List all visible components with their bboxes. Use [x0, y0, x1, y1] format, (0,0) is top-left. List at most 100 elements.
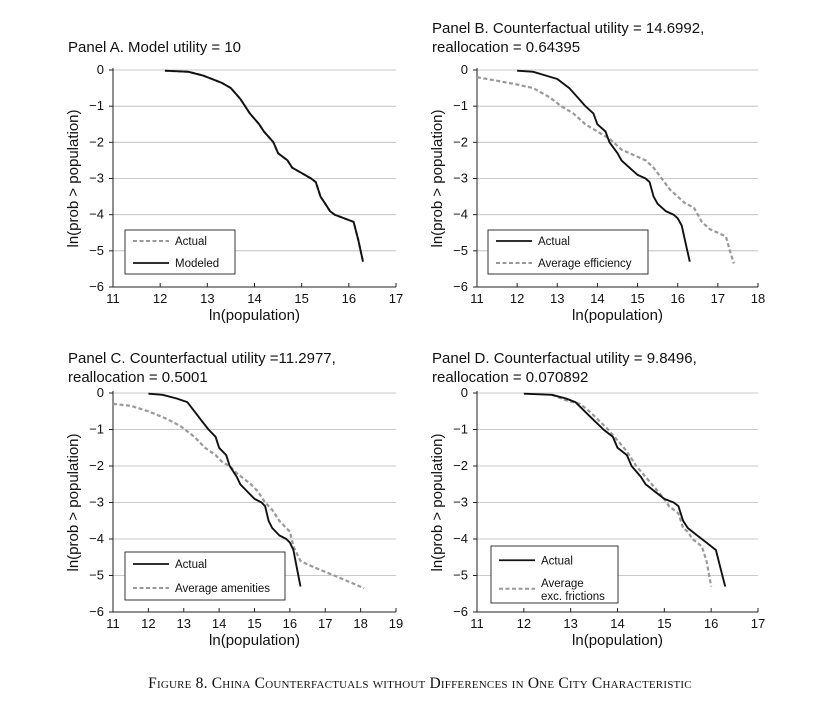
panel-d-legend: Actual Average exc. frictions: [490, 545, 619, 604]
panel-b-y-axis-label: ln(prob > population): [429, 109, 446, 247]
panel-d-legend-box: [490, 545, 619, 604]
panel-b-y-tick-label: −6: [453, 279, 468, 294]
panel-c-y-tick-label: −4: [89, 531, 104, 546]
panel-b-x-tick-label: 13: [550, 291, 564, 306]
panel-d-legend-label: Actual: [541, 555, 573, 567]
panel-c-legend-label: Average amenities: [175, 583, 270, 595]
panel-d-x-tick-label: 14: [610, 616, 624, 631]
panel-b-legend-label: Average efficiency: [538, 258, 632, 270]
panel-c-title-text: Panel C. Counterfactual utility =11.2977…: [68, 350, 336, 386]
figure-caption: Figure 8. China Counterfactuals without …: [148, 675, 692, 692]
panel-b-x-tick-label: 12: [510, 291, 524, 306]
panel-a-x-tick-label: 11: [106, 291, 120, 306]
panel-d-legend-label: Average exc. frictions: [541, 578, 605, 603]
panel-c-y-tick-label: −2: [89, 458, 104, 473]
panel-b-title: Panel B. Counterfactual utility = 14.699…: [432, 19, 772, 57]
panel-a-legend-label: Actual: [175, 236, 207, 248]
panel-c-y-tick-label: −5: [89, 568, 104, 583]
panel-a-x-tick-label: 14: [247, 291, 261, 306]
panel-d-x-tick-label: 16: [704, 616, 718, 631]
panel-b-y-tick-label: −2: [453, 134, 468, 149]
panel-b-series-actual: [517, 69, 691, 262]
panel-b-x-tick-label: 16: [670, 291, 684, 306]
panel-c-series-actual: [148, 392, 302, 587]
panel-a-series-modeled: [164, 69, 364, 262]
panel-c-x-tick-label: 14: [212, 616, 226, 631]
panel-a-y-axis-label: ln(prob > population): [65, 109, 82, 247]
panel-c-x-tick-label: 13: [177, 616, 191, 631]
panel-a-title: Panel A. Model utility = 10: [68, 38, 241, 57]
panel-a-y-tick-label: −4: [89, 207, 104, 222]
panel-c-legend-label: Actual: [175, 559, 207, 571]
panel-d-y-tick-label: −3: [453, 495, 468, 510]
panel-b-y-tick-label: −3: [453, 171, 468, 186]
panel-a-legend-label: Modeled: [175, 258, 219, 270]
panel-a-y-tick-label: −2: [89, 134, 104, 149]
panel-b-y-tick-label: −5: [453, 243, 468, 258]
panel-d-x-tick-label: 17: [751, 616, 765, 631]
panel-d-series-actual: [523, 392, 727, 587]
panel-a-y-tick-label: −3: [89, 171, 104, 186]
panel-a-x-tick-label: 13: [200, 291, 214, 306]
panel-d-y-tick-label: 0: [461, 385, 468, 400]
panel-b-x-axis-label: ln(population): [572, 307, 663, 324]
panel-c-x-tick-label: 16: [283, 616, 297, 631]
panel-c-x-axis-label: ln(population): [209, 632, 300, 649]
panel-b-series-average-efficiency: [476, 76, 735, 264]
panel-d-y-tick-label: −6: [453, 604, 468, 619]
panel-b-y-tick-label: 0: [461, 62, 468, 77]
panel-a-x-tick-label: 16: [342, 291, 356, 306]
panel-d-y-tick-label: −1: [453, 422, 468, 437]
panel-d-x-tick-label: 15: [657, 616, 671, 631]
panel-c-y-axis-label: ln(prob > population): [65, 433, 82, 571]
panel-c-title: Panel C. Counterfactual utility =11.2977…: [68, 349, 368, 387]
panel-c-x-tick-label: 12: [141, 616, 155, 631]
panel-d-y-tick-label: −2: [453, 458, 468, 473]
panel-c-x-tick-label: 19: [389, 616, 403, 631]
panel-c-x-tick-label: 18: [353, 616, 367, 631]
chart-canvas: 0−1−2−3−4−5−611 12 13 14 15 16 17ln(population…: [65, 62, 765, 649]
panel-d-x-tick-label: 11: [470, 616, 484, 631]
panel-b-legend-box: [487, 229, 649, 275]
panel-d-y-tick-label: −4: [453, 531, 468, 546]
panel-c-series-average-amenities: [112, 402, 365, 590]
panel-a-x-tick-label: 17: [389, 291, 403, 306]
panel-d: 0 −1 −2 −3 −4 −5 −611 12 13 14 15 16 17 ln(population…: [429, 385, 765, 649]
panel-c-y-tick-label: −6: [89, 604, 104, 619]
panel-a-y-tick-label: −6: [89, 279, 104, 294]
panel-b-y-tick-label: −4: [453, 207, 468, 222]
panel-d-title: Panel D. Counterfactual utility = 9.8496…: [432, 349, 732, 387]
panel-b-x-tick-label: 11: [470, 291, 484, 306]
panel-a: 0 −1 −2 −3 −4 −5 −611 12 13 14 15 16 17 ln(population…: [65, 62, 403, 324]
panel-c-x-tick-label: 15: [247, 616, 261, 631]
panel-a-x-tick-label: 12: [153, 291, 167, 306]
panel-c-x-tick-label: 11: [106, 616, 120, 631]
panel-a-y-tick-label: 0: [97, 62, 104, 77]
panel-a-legend-box: [124, 229, 236, 275]
panel-a-title-text: Panel A. Model utility = 10: [68, 39, 242, 56]
panel-c-legend-box: [124, 551, 286, 601]
panel-a-y-tick-label: −1: [89, 98, 104, 113]
panel-a-y-tick-label: −5: [89, 243, 104, 258]
panel-c-legend: Actual Average amenities: [124, 551, 286, 601]
panel-b-x-tick-label: 17: [711, 291, 725, 306]
panel-c: 0 −1 −2 −3 −4 −5 −611 12 13 14 15 16 17 18 19 ln(popula…: [65, 385, 403, 649]
panel-d-y-axis-label: ln(prob > population): [429, 433, 446, 571]
panel-d-y-tick-label: −5: [453, 568, 468, 583]
panel-d-title-text: Panel D. Counterfactual utility = 9.8496…: [432, 350, 697, 386]
panel-a-x-tick-label: 15: [294, 291, 308, 306]
panel-c-y-tick-label: 0: [97, 385, 104, 400]
panel-a-x-axis-label: ln(population): [209, 307, 300, 324]
panel-b-x-tick-label: 15: [630, 291, 644, 306]
panel-c-x-tick-label: 17: [318, 616, 332, 631]
panel-d-x-tick-label: 12: [517, 616, 531, 631]
panel-a-legend: Actual Modeled: [124, 229, 236, 275]
panel-d-x-axis-label: ln(population): [572, 632, 663, 649]
panel-c-y-tick-label: −1: [89, 422, 104, 437]
panel-b-x-tick-label: 14: [590, 291, 604, 306]
panel-b: 0 −1 −2 −3 −4 −5 −611 12 13 14 15 16 17 18 ln(populati…: [429, 62, 765, 324]
panel-b-x-tick-label: 18: [751, 291, 765, 306]
panel-b-legend: Actual Average efficiency: [487, 229, 649, 275]
panel-b-title-text: Panel B. Counterfactual utility = 14.699…: [432, 20, 705, 56]
